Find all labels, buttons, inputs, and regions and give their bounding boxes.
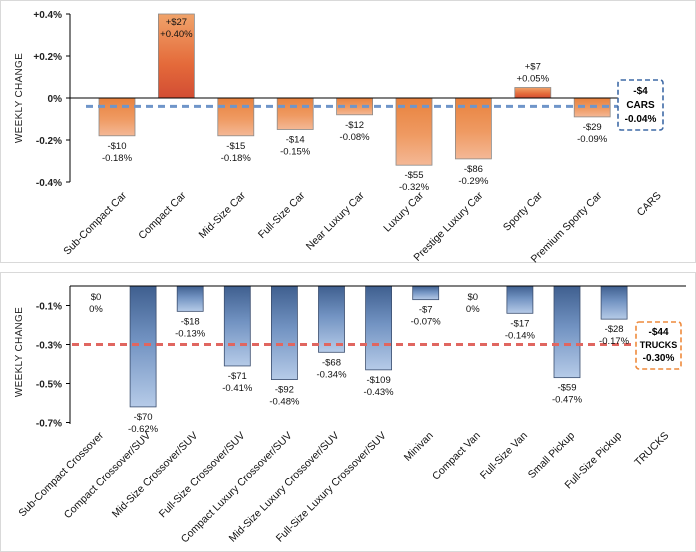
- car-bar-pct-label: -0.29%: [458, 176, 489, 187]
- truck-bar-dollar-label: -$7: [419, 305, 433, 316]
- truck-bar: [506, 285, 534, 314]
- trucks-callout-name: TRUCKS: [640, 340, 678, 350]
- car-y-axis-title: WEEKLY CHANGE: [14, 53, 25, 143]
- trucks-callout-pct: -0.30%: [643, 353, 675, 364]
- car-bar-pct-label: +0.40%: [160, 29, 193, 40]
- truck-bar-pct-label: -0.62%: [128, 424, 159, 435]
- truck-bar-dollar-label: -$70: [134, 412, 153, 423]
- car-bar-pct-label: -0.32%: [399, 182, 430, 193]
- truck-bar: [365, 285, 393, 371]
- car-bar: [454, 97, 492, 160]
- cars-callout-name: CARS: [626, 100, 655, 111]
- truck-bar: [318, 285, 345, 353]
- truck-bar-pct-label: -0.14%: [505, 330, 536, 341]
- car-bar-pct-label: -0.18%: [221, 153, 252, 164]
- car-bar-dollar-label: -$12: [345, 120, 364, 131]
- car-bar-pct-label: -0.18%: [102, 153, 133, 164]
- car-bar: [157, 13, 195, 99]
- car-bar-pct-label: -0.09%: [577, 134, 608, 145]
- cars-callout-dollar: -$4: [633, 86, 648, 97]
- cars-callout: -$4 CARS -0.04%: [617, 79, 664, 131]
- car-chart-panel: WEEKLY CHANGE +0.4% +0.2% 0% -0.2% -0.4% -$1…: [0, 0, 696, 265]
- truck-bar: [223, 285, 251, 367]
- cars-callout-box: [617, 79, 664, 131]
- car-data-labels: -$10-0.18%+$27+0.40%-$15-0.18%-$14-0.15%…: [102, 17, 608, 193]
- truck-bar: [129, 285, 157, 408]
- truck-bar-pct-label: -0.48%: [269, 397, 300, 408]
- truck-y-tick-label: -0.7%: [36, 419, 62, 430]
- truck-bar-dollar-label: -$18: [181, 316, 200, 327]
- truck-bar-dollar-label: $0: [91, 292, 102, 303]
- truck-bar-pct-label: -0.34%: [316, 369, 347, 380]
- car-bar-dollar-label: -$15: [226, 141, 245, 152]
- trucks-callout-box: [635, 321, 682, 370]
- car-bar: [98, 97, 136, 137]
- trucks-callout: -$44 TRUCKS -0.30%: [635, 321, 682, 370]
- truck-bar-dollar-label: -$59: [557, 383, 576, 394]
- truck-chart-panel: WEEKLY CHANGE -0.1%-0.3%-0.5%-0.7% $00%-…: [0, 272, 696, 552]
- car-y-tick-label: -0.4%: [36, 178, 62, 189]
- car-bar-dollar-label: -$55: [404, 170, 423, 181]
- truck-bar-dollar-label: $0: [468, 292, 479, 303]
- car-bar-pct-label: -0.08%: [340, 132, 371, 143]
- truck-bar-dollar-label: -$68: [322, 357, 341, 368]
- truck-bar-pct-label: -0.13%: [175, 328, 206, 339]
- cars-callout-pct: -0.04%: [625, 114, 657, 125]
- truck-bar: [176, 285, 204, 312]
- car-y-tick-label: +0.2%: [33, 52, 62, 63]
- truck-bar-dollar-label: -$17: [510, 318, 529, 329]
- truck-data-labels: $00%-$70-0.62%-$18-0.13%-$71-0.41% -$92-0…: [89, 292, 630, 435]
- truck-panel-frame: [0, 272, 696, 552]
- truck-bar-dollar-label: -$109: [366, 375, 390, 386]
- car-bars: [98, 13, 611, 166]
- truck-y-tick-label: -0.5%: [36, 380, 62, 391]
- truck-bar-pct-label: -0.47%: [552, 395, 583, 406]
- truck-bar: [600, 285, 628, 320]
- truck-bar-pct-label: -0.07%: [411, 317, 442, 328]
- car-bar-pct-label: -0.15%: [280, 147, 311, 158]
- truck-bar-dollar-label: -$71: [228, 371, 247, 382]
- truck-bar-dollar-label: -$92: [275, 385, 294, 396]
- truck-bar: [412, 285, 440, 301]
- truck-bar-pct-label: 0%: [89, 304, 103, 315]
- truck-bars: [129, 285, 628, 408]
- car-y-tick-label: 0%: [48, 94, 63, 105]
- truck-y-ticks: -0.1% -0.3% -0.5% -0.7%: [36, 302, 70, 430]
- truck-y-tick-label: -0.3%: [36, 341, 62, 352]
- car-bar: [276, 97, 314, 130]
- truck-bar: [553, 285, 581, 379]
- car-y-tick-label: +0.4%: [33, 10, 62, 21]
- car-bar-dollar-label: -$86: [464, 164, 483, 175]
- car-bar: [514, 87, 552, 99]
- truck-bar-pct-label: -0.43%: [364, 387, 395, 398]
- car-bar-dollar-label: -$14: [286, 135, 305, 146]
- truck-y-axis-title: WEEKLY CHANGE: [14, 307, 25, 397]
- truck-bar-pct-label: -0.41%: [222, 383, 253, 394]
- trucks-callout-dollar: -$44: [648, 327, 668, 338]
- car-bar-dollar-label: +$27: [166, 17, 187, 28]
- car-bar-dollar-label: -$29: [583, 122, 602, 133]
- car-y-ticks: +0.4% +0.2% 0% -0.2% -0.4%: [33, 10, 70, 189]
- car-y-tick-label: -0.2%: [36, 136, 62, 147]
- truck-y-tick-label: -0.1%: [36, 302, 62, 313]
- truck-bar: [270, 285, 298, 380]
- car-bar: [395, 97, 433, 166]
- truck-bar-pct-label: 0%: [466, 304, 480, 315]
- truck-bar-dollar-label: -$28: [605, 324, 624, 335]
- car-bar-dollar-label: -$10: [107, 141, 126, 152]
- car-bar-pct-label: +0.05%: [517, 74, 550, 85]
- car-bar: [217, 97, 255, 137]
- truck-bar-pct-label: -0.17%: [599, 336, 630, 347]
- car-bar-dollar-label: +$7: [525, 62, 541, 73]
